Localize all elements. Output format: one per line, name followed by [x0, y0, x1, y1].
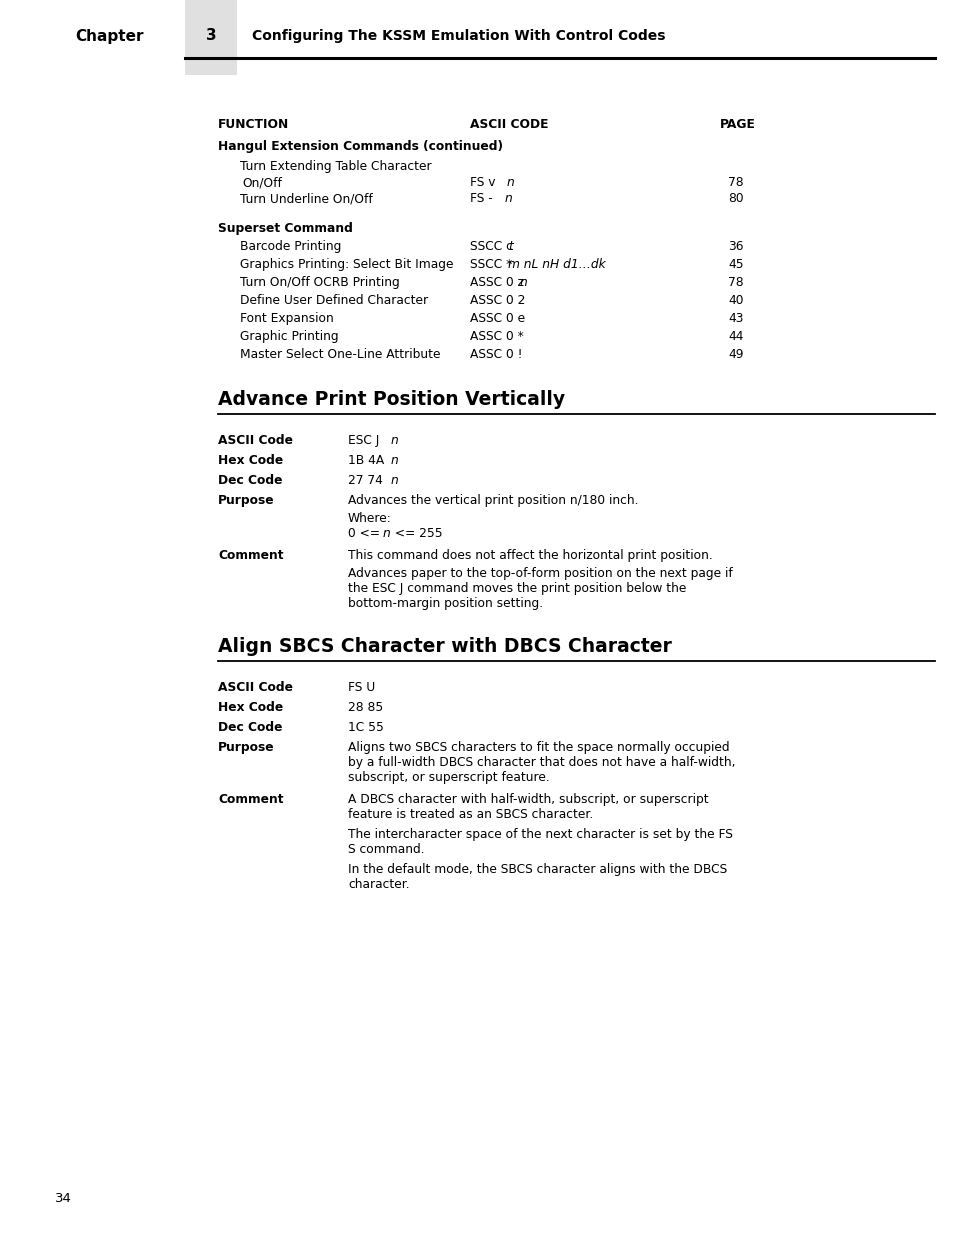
- Text: FS U: FS U: [348, 680, 375, 694]
- Text: n: n: [391, 454, 398, 467]
- Text: 1B 4A: 1B 4A: [348, 454, 388, 467]
- Text: 45: 45: [727, 258, 742, 270]
- Text: FS v: FS v: [470, 177, 498, 189]
- Text: This command does not affect the horizontal print position.: This command does not affect the horizon…: [348, 550, 712, 562]
- Bar: [185, 0, 236, 75]
- Text: Graphics Printing: Select Bit Image: Graphics Printing: Select Bit Image: [240, 258, 453, 270]
- Text: Comment: Comment: [218, 550, 283, 562]
- Text: ASSC 0 e: ASSC 0 e: [470, 312, 524, 325]
- Text: Superset Command: Superset Command: [218, 222, 353, 235]
- Text: Advances the vertical print position n/180 inch.: Advances the vertical print position n/1…: [348, 494, 638, 508]
- Text: feature is treated as an SBCS character.: feature is treated as an SBCS character.: [348, 808, 593, 821]
- Text: ASSC 0 z: ASSC 0 z: [470, 275, 527, 289]
- Text: 40: 40: [727, 294, 742, 308]
- Text: Align SBCS Character with DBCS Character: Align SBCS Character with DBCS Character: [218, 637, 671, 656]
- Text: SSCC *: SSCC *: [470, 258, 516, 270]
- Text: 78: 78: [727, 275, 742, 289]
- Text: Configuring The KSSM Emulation With Control Codes: Configuring The KSSM Emulation With Cont…: [252, 28, 665, 43]
- Text: Hex Code: Hex Code: [218, 454, 283, 467]
- Text: the ESC J command moves the print position below the: the ESC J command moves the print positi…: [348, 582, 685, 595]
- Text: Advances paper to the top-of-form position on the next page if: Advances paper to the top-of-form positi…: [348, 567, 732, 580]
- Text: m nL nH d1…dk: m nL nH d1…dk: [508, 258, 605, 270]
- Text: PAGE: PAGE: [720, 119, 755, 131]
- Text: Purpose: Purpose: [218, 494, 274, 508]
- Text: 44: 44: [727, 330, 742, 343]
- Text: bottom-margin position setting.: bottom-margin position setting.: [348, 597, 542, 610]
- Text: Purpose: Purpose: [218, 741, 274, 755]
- Text: by a full-width DBCS character that does not have a half-width,: by a full-width DBCS character that does…: [348, 756, 735, 769]
- Text: character.: character.: [348, 878, 409, 890]
- Text: Master Select One-Line Attribute: Master Select One-Line Attribute: [240, 348, 440, 361]
- Text: n: n: [382, 527, 391, 540]
- Text: t: t: [508, 240, 513, 253]
- Text: A DBCS character with half-width, subscript, or superscript: A DBCS character with half-width, subscr…: [348, 793, 708, 806]
- Text: In the default mode, the SBCS character aligns with the DBCS: In the default mode, the SBCS character …: [348, 863, 726, 876]
- Text: Turn Extending Table Character: Turn Extending Table Character: [240, 161, 431, 173]
- Text: SSCC c: SSCC c: [470, 240, 517, 253]
- Text: Graphic Printing: Graphic Printing: [240, 330, 338, 343]
- Text: <= 255: <= 255: [391, 527, 442, 540]
- Text: ASSC 0 !: ASSC 0 !: [470, 348, 522, 361]
- Text: subscript, or superscript feature.: subscript, or superscript feature.: [348, 771, 549, 784]
- Text: Aligns two SBCS characters to fit the space normally occupied: Aligns two SBCS characters to fit the sp…: [348, 741, 729, 755]
- Text: ASCII CODE: ASCII CODE: [470, 119, 548, 131]
- Text: Dec Code: Dec Code: [218, 721, 282, 734]
- Text: Chapter: Chapter: [75, 28, 143, 43]
- Text: 0 <=: 0 <=: [348, 527, 383, 540]
- Text: 80: 80: [727, 191, 742, 205]
- Text: ASCII Code: ASCII Code: [218, 680, 293, 694]
- Text: n: n: [519, 275, 527, 289]
- Text: Font Expansion: Font Expansion: [240, 312, 334, 325]
- Text: Turn Underline On/Off: Turn Underline On/Off: [240, 191, 373, 205]
- Text: 78: 78: [727, 177, 742, 189]
- Text: Advance Print Position Vertically: Advance Print Position Vertically: [218, 390, 564, 409]
- Text: FUNCTION: FUNCTION: [218, 119, 289, 131]
- Text: 28 85: 28 85: [348, 701, 383, 714]
- Text: ASSC 0 *: ASSC 0 *: [470, 330, 523, 343]
- Text: ASSC 0 2: ASSC 0 2: [470, 294, 525, 308]
- Text: Hex Code: Hex Code: [218, 701, 283, 714]
- Text: n: n: [391, 474, 398, 487]
- Text: Where:: Where:: [348, 513, 392, 525]
- Text: Hangul Extension Commands (continued): Hangul Extension Commands (continued): [218, 140, 502, 153]
- Text: Dec Code: Dec Code: [218, 474, 282, 487]
- Text: Barcode Printing: Barcode Printing: [240, 240, 341, 253]
- Text: Comment: Comment: [218, 793, 283, 806]
- Text: FS -: FS -: [470, 191, 497, 205]
- Text: ASCII Code: ASCII Code: [218, 433, 293, 447]
- Text: 3: 3: [206, 28, 216, 43]
- Text: n: n: [391, 433, 398, 447]
- Text: Define User Defined Character: Define User Defined Character: [240, 294, 428, 308]
- Text: 27 74: 27 74: [348, 474, 386, 487]
- Text: 43: 43: [727, 312, 742, 325]
- Text: S command.: S command.: [348, 844, 424, 856]
- Text: ESC J: ESC J: [348, 433, 383, 447]
- Text: The intercharacter space of the next character is set by the FS: The intercharacter space of the next cha…: [348, 827, 732, 841]
- Text: 34: 34: [55, 1192, 71, 1205]
- Text: Turn On/Off OCRB Printing: Turn On/Off OCRB Printing: [240, 275, 399, 289]
- Text: 1C 55: 1C 55: [348, 721, 383, 734]
- Text: On/Off: On/Off: [242, 177, 281, 189]
- Text: 49: 49: [727, 348, 742, 361]
- Text: 36: 36: [727, 240, 742, 253]
- Text: n: n: [504, 191, 512, 205]
- Text: n: n: [506, 177, 515, 189]
